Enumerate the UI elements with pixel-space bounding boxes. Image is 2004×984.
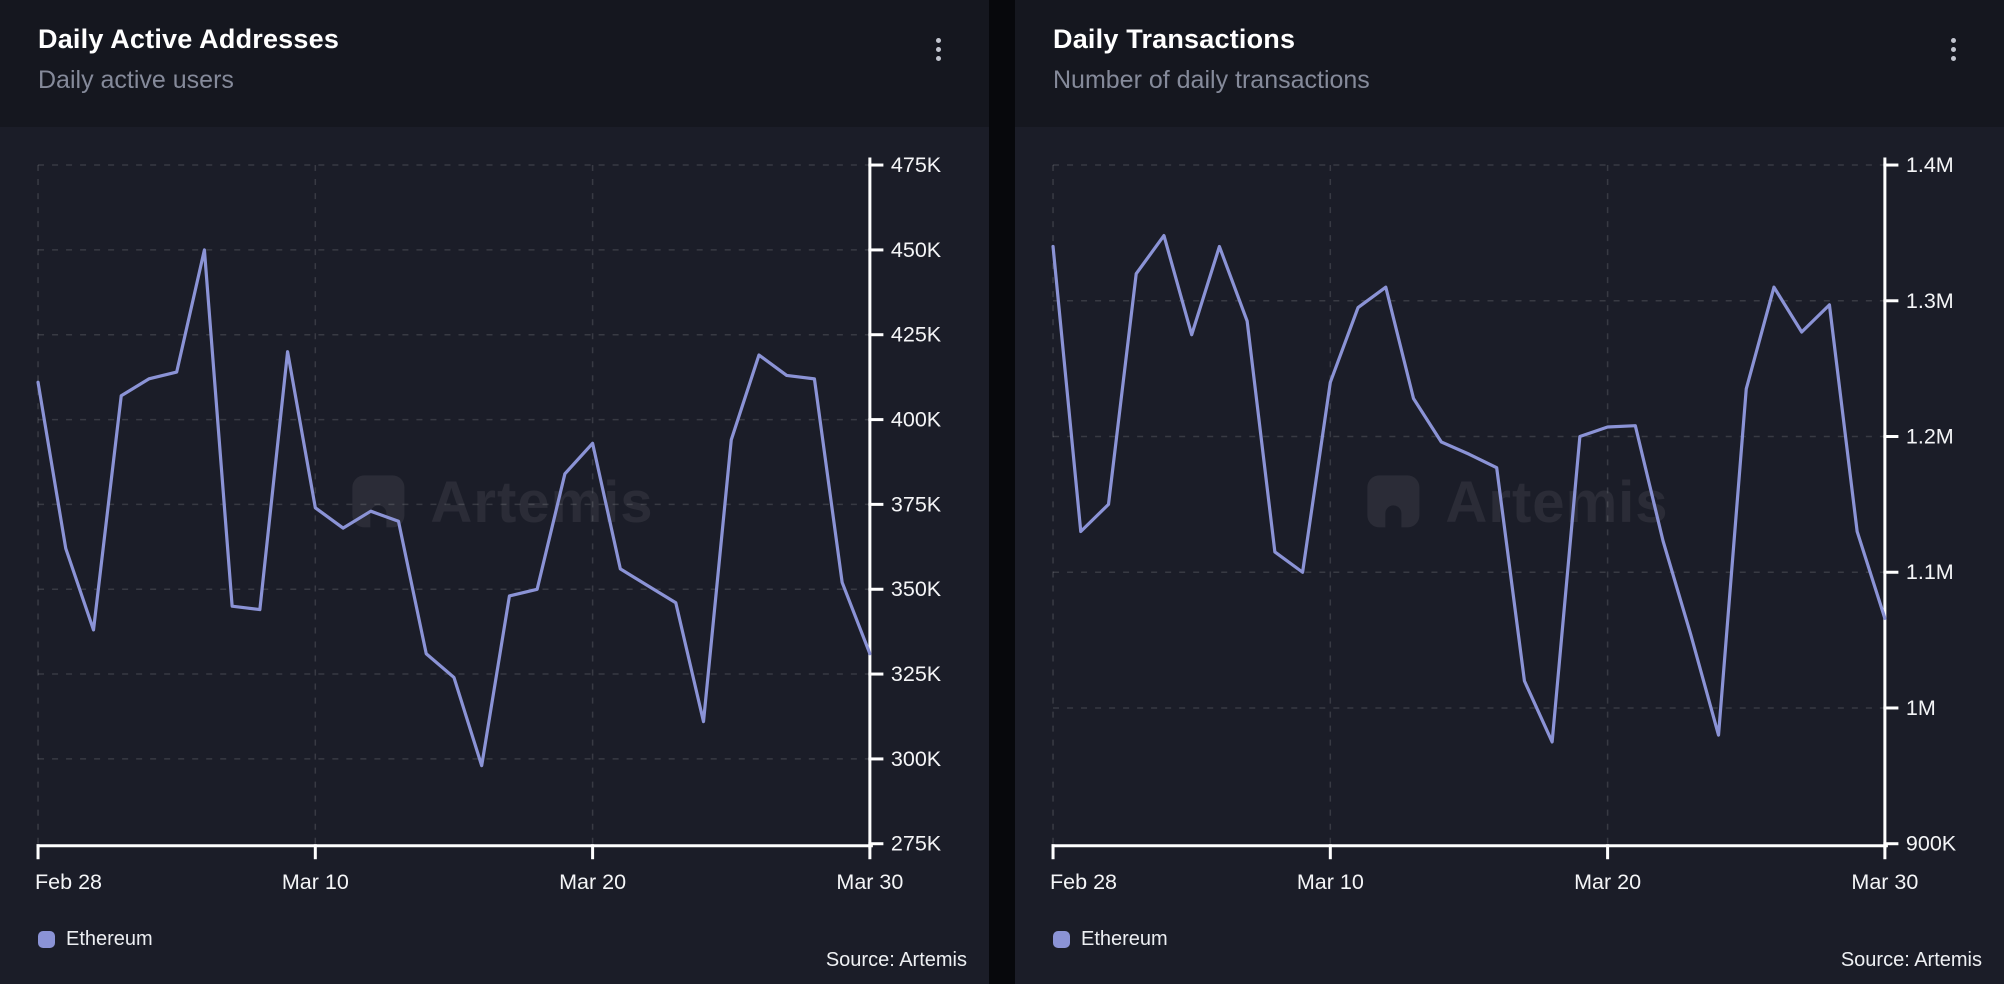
artemis-watermark: Artemis — [1367, 470, 1668, 535]
legend-item-ethereum[interactable]: Ethereum — [38, 928, 153, 951]
card-header-titles: Daily Active Addresses Daily active user… — [38, 24, 339, 95]
axes — [1051, 158, 1899, 860]
x-tick-label: Mar 10 — [1297, 870, 1364, 894]
x-tick-label: Mar 30 — [1851, 870, 1918, 894]
y-tick-label: 1.2M — [1906, 425, 1954, 449]
x-tick-label: Feb 28 — [1050, 870, 1117, 894]
artemis-watermark-text: Artemis — [1445, 470, 1668, 535]
card-header-titles: Daily Transactions Number of daily trans… — [1053, 24, 1370, 95]
source-attribution: Source: Artemis — [1840, 949, 1982, 971]
card-title: Daily Transactions — [1053, 24, 1296, 54]
kebab-dot — [1951, 38, 1956, 43]
kebab-dot — [936, 56, 941, 61]
legend-swatch — [38, 931, 55, 949]
daily-transactions-line-chart: Artemis 900K 1M 1.1M 1.2M 1.3M 1.4M Feb 28 Mar 1… — [1050, 154, 1957, 895]
y-tick-label: 1.4M — [1906, 154, 1954, 178]
axes — [36, 158, 884, 860]
chart-area: Artemis 900K 1M 1.1M 1.2M 1.3M 1.4M Feb 28 Mar 1… — [1015, 127, 2004, 922]
y-tick-label: 300K — [891, 747, 942, 771]
y-tick-label: 425K — [891, 323, 942, 347]
card-subtitle: Number of daily transactions — [1053, 66, 1370, 94]
chart-card-daily-transactions: Daily Transactions Number of daily trans… — [1015, 0, 2004, 984]
y-tick-label: 1M — [1906, 696, 1936, 720]
kebab-menu-icon[interactable] — [1943, 30, 1964, 69]
x-tick-label: Mar 20 — [1574, 870, 1641, 894]
y-tick-label: 400K — [891, 408, 942, 432]
chart-area: Artemis 275K 300K 325K 350K 375K 400K 425K 450K 4… — [0, 127, 989, 922]
y-tick-label: 275K — [891, 832, 942, 856]
gridlines — [1052, 164, 1885, 845]
source-attribution: Source: Artemis — [825, 949, 967, 971]
y-tick-label: 475K — [891, 154, 942, 178]
legend-label: Ethereum — [66, 928, 153, 951]
y-tick-label: 375K — [891, 493, 942, 517]
x-tick-label: Mar 10 — [282, 870, 349, 894]
kebab-dot — [1951, 47, 1956, 52]
artemis-logo-icon — [1367, 475, 1420, 528]
x-tick-label: Mar 30 — [836, 870, 903, 894]
daily-active-addresses-line-chart: Artemis 275K 300K 325K 350K 375K 400K 425K 450K 4… — [35, 154, 942, 895]
y-tick-label: 450K — [891, 238, 942, 262]
card-header: Daily Active Addresses Daily active user… — [0, 0, 989, 128]
kebab-dot — [1951, 56, 1956, 61]
y-tick-label: 1.1M — [1906, 561, 1954, 585]
chart-card-daily-active-addresses: Daily Active Addresses Daily active user… — [0, 0, 989, 984]
card-footer: Ethereum Source: Artemis — [0, 922, 989, 984]
ethereum-series-line[interactable] — [36, 248, 872, 768]
x-tick-label: Feb 28 — [35, 870, 102, 894]
legend-swatch — [1053, 931, 1070, 949]
legend-label: Ethereum — [1081, 928, 1168, 951]
ethereum-series-line[interactable] — [1051, 234, 1887, 745]
card-header: Daily Transactions Number of daily trans… — [1015, 0, 2004, 128]
card-subtitle: Daily active users — [38, 66, 234, 94]
kebab-dot — [936, 38, 941, 43]
y-tick-label: 1.3M — [1906, 289, 1954, 313]
y-tick-label: 900K — [1906, 832, 1957, 856]
y-tick-label: 350K — [891, 578, 942, 602]
card-title: Daily Active Addresses — [38, 24, 340, 54]
artemis-watermark-text: Artemis — [430, 470, 653, 535]
x-tick-label: Mar 20 — [559, 870, 626, 894]
legend-item-ethereum[interactable]: Ethereum — [1053, 928, 1168, 951]
card-footer: Ethereum Source: Artemis — [1015, 922, 2004, 984]
kebab-menu-icon[interactable] — [928, 30, 949, 69]
y-tick-label: 325K — [891, 663, 942, 687]
artemis-watermark: Artemis — [352, 470, 653, 535]
kebab-dot — [936, 47, 941, 52]
